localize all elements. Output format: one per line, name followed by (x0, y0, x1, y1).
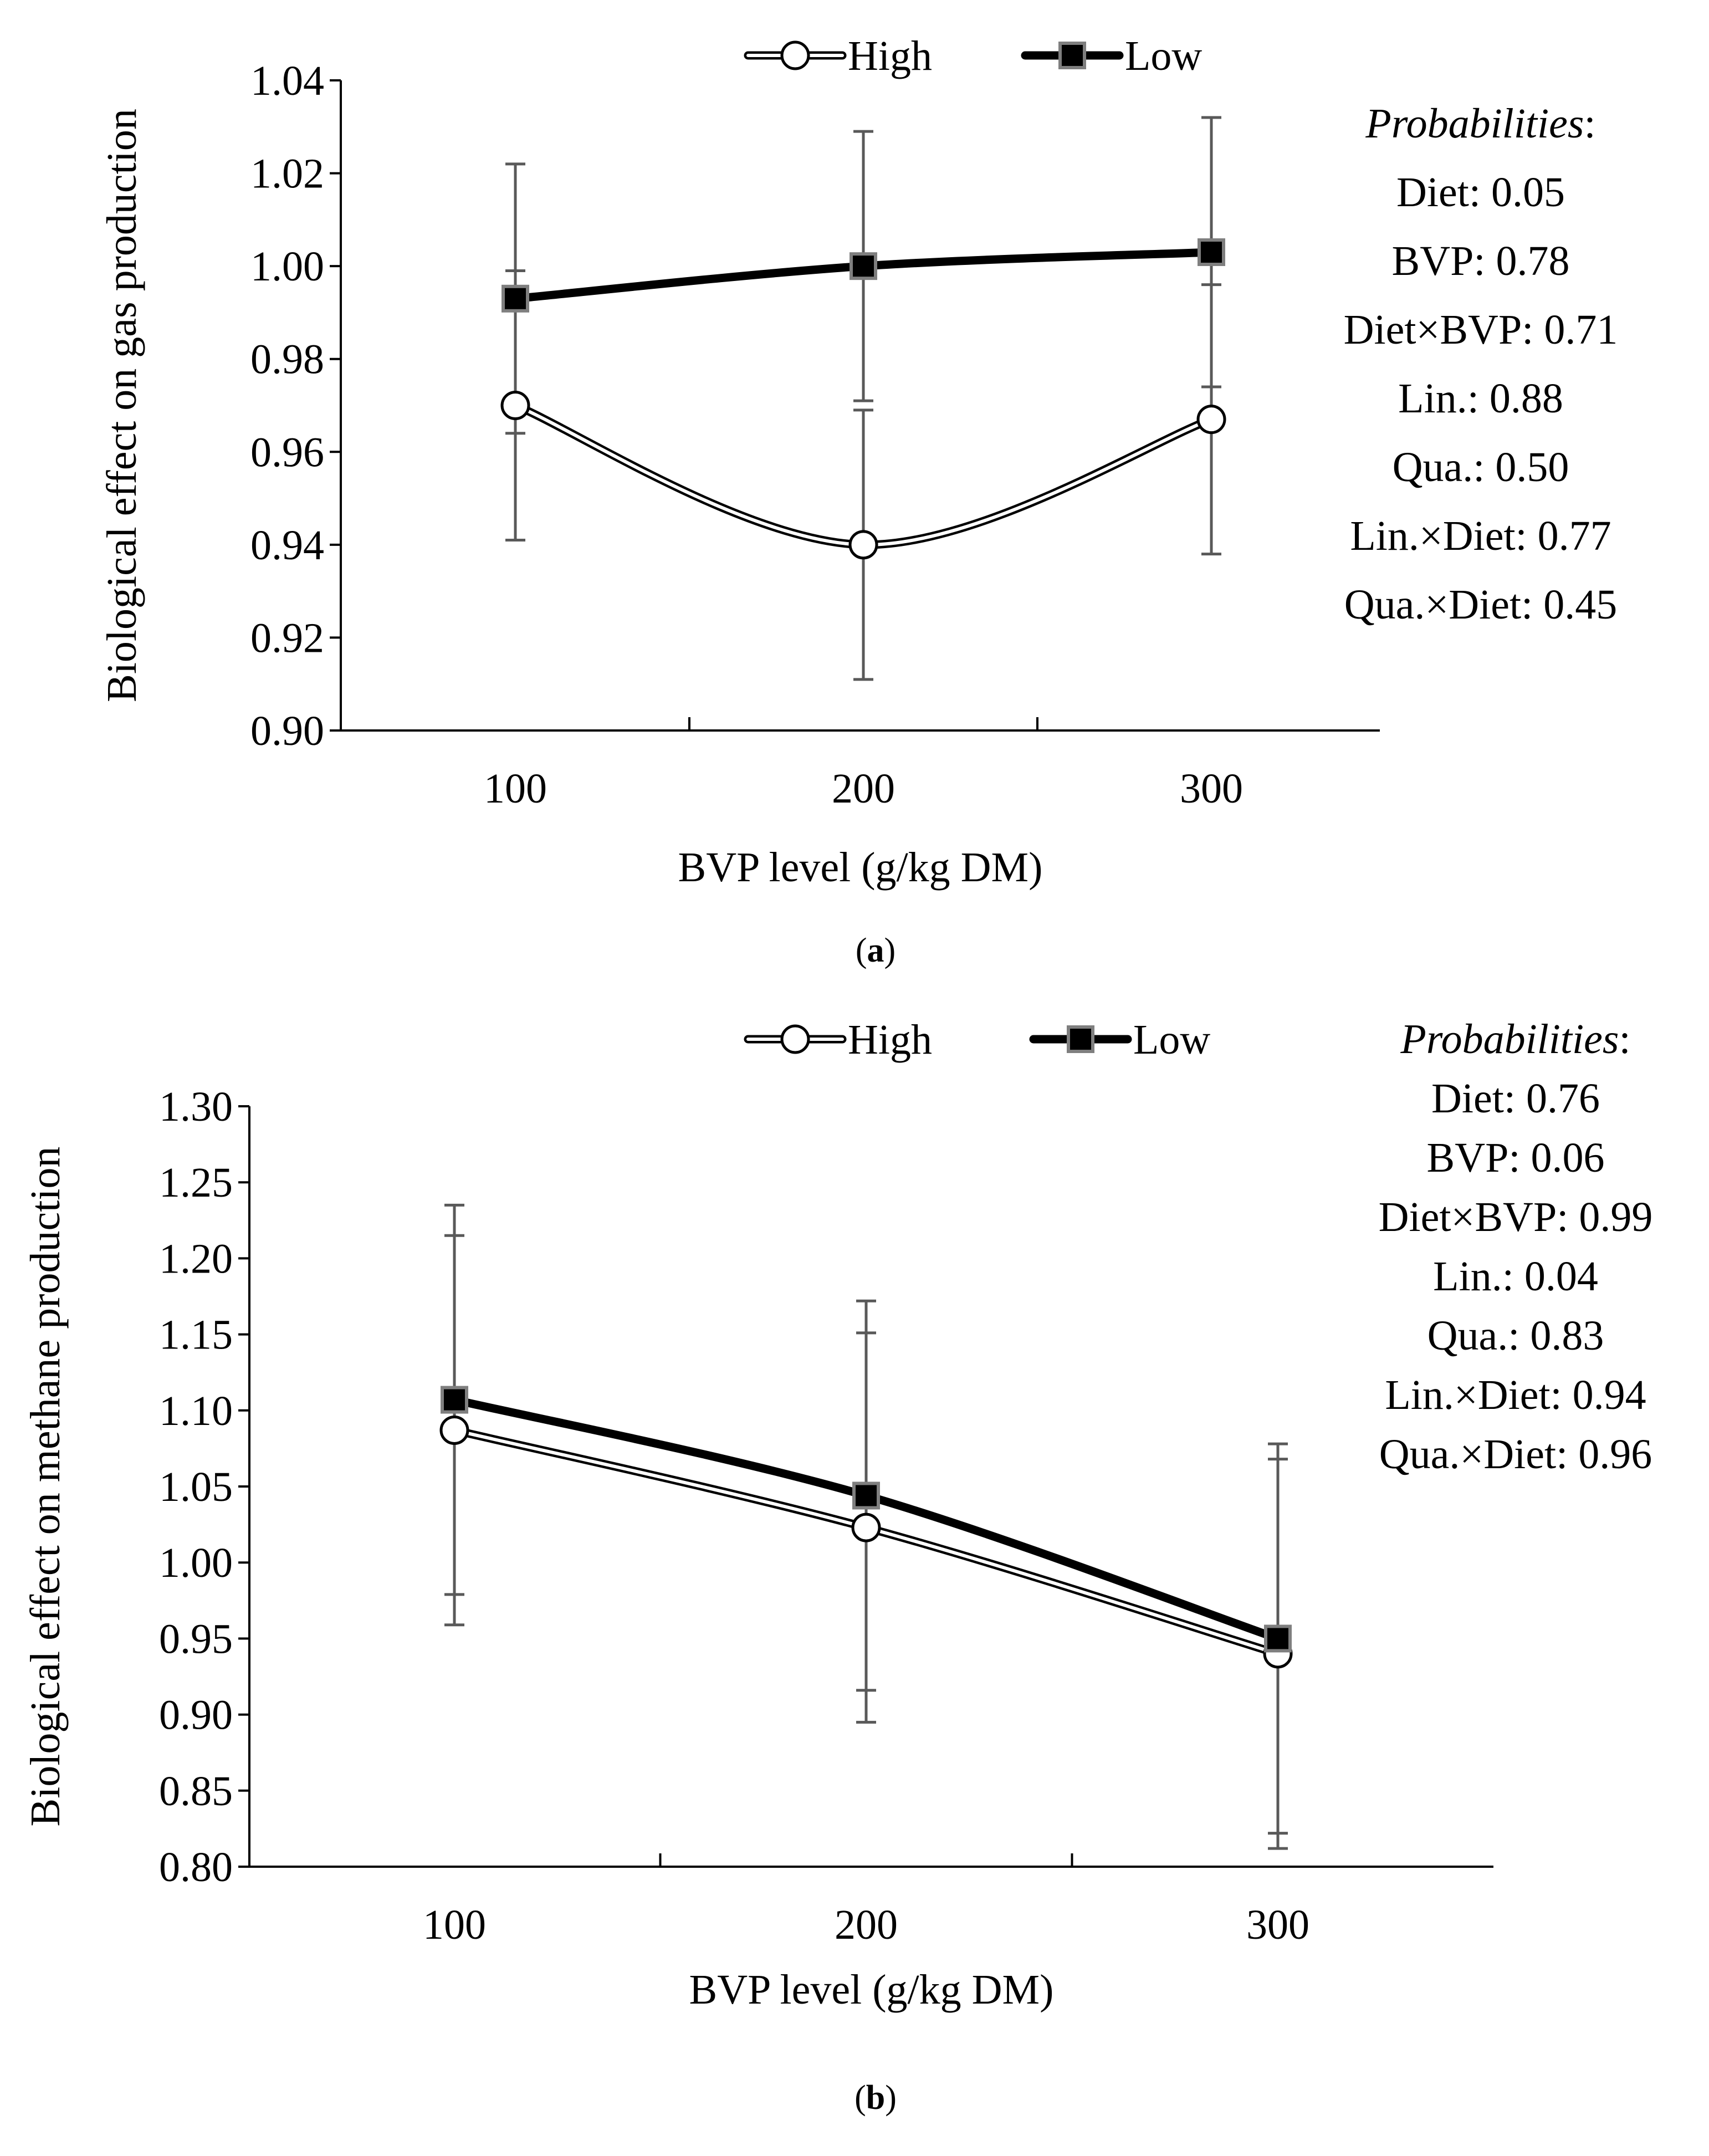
panel-b-caption-letter: b (866, 2079, 885, 2117)
panel-a-legend-marker-high (780, 40, 810, 70)
panel-b-point-low (441, 1386, 468, 1414)
panel-a: 100 200 300 0.90 0.92 0.94 0.96 0.98 1.00 1.02 1.… (99, 33, 1618, 969)
panel-b-probability-line: Qua.×Diet: 0.96 (1379, 1431, 1652, 1478)
panel-b-caption-label: (b) (854, 2079, 897, 2117)
panel-b-x-tick-label: 300 (1246, 1902, 1309, 1948)
panel-b-x-tick-label: 100 (423, 1902, 486, 1948)
panel-a-probabilities-title: Probabilities: (1365, 100, 1595, 147)
panel-a-legend: High Low (744, 33, 1202, 79)
panel-a-x-tick-label: 100 (484, 765, 547, 812)
panel-b-y-tick-label: 1.25 (159, 1159, 233, 1206)
panel-b-y-tick-label: 0.85 (159, 1768, 233, 1815)
panel-a-y-tick-label: 0.98 (250, 336, 324, 383)
panel-b-probability-line: Lin.: 0.04 (1433, 1253, 1598, 1300)
panel-a-y-tick-label: 0.90 (250, 708, 324, 754)
panel-a-probability-line: Qua.: 0.50 (1393, 444, 1569, 491)
panel-b-y-tick-label: 0.90 (159, 1692, 233, 1739)
panel-b-point-high (439, 1415, 469, 1445)
panel-a-caption-letter: a (867, 932, 884, 969)
panel-b-y-ticks: 0.80 0.85 0.90 0.95 1.00 1.05 1.10 1.15 1.20 1.25… (159, 1084, 249, 1891)
panel-a-x-axis-label: BVP level (g/kg DM) (678, 844, 1043, 891)
panel-b-point-low (1264, 1624, 1292, 1653)
panel-a-y-tick-label: 0.92 (250, 615, 324, 661)
panel-b-y-tick-label: 1.20 (159, 1235, 233, 1282)
panel-a-point-low (502, 284, 529, 313)
panel-b-y-tick-label: 0.80 (159, 1844, 233, 1891)
panel-b-y-tick-label: 1.10 (159, 1388, 233, 1434)
panel-b-probability-line: Diet×BVP: 0.99 (1379, 1194, 1653, 1240)
panel-b-y-tick-label: 1.15 (159, 1312, 233, 1358)
panel-a-x-tick-label: 200 (832, 765, 895, 812)
panel-a-probabilities: Probabilities: Diet: 0.05 BVP: 0.78 Diet×B… (1344, 100, 1618, 628)
panel-b-y-tick-label: 1.05 (159, 1464, 233, 1510)
panel-a-x-tick-label: 300 (1180, 765, 1243, 812)
panel-a-caption-label: (a) (856, 932, 896, 969)
panel-b-probability-line: Lin.×Diet: 0.94 (1385, 1372, 1646, 1418)
panel-b-probabilities: Probabilities: Diet: 0.76 BVP: 0.06 Diet×B… (1379, 1016, 1653, 1478)
panel-a-y-tick-label: 1.04 (250, 58, 324, 104)
panel-b-probabilities-title-text: Probabilities (1400, 1016, 1619, 1062)
panel-b-legend-marker-high (780, 1024, 810, 1054)
panel-b-markers (439, 1386, 1293, 1669)
panel-a-point-high (500, 391, 530, 420)
panel-a-markers (500, 238, 1226, 560)
panel-b-legend-label-low: Low (1133, 1016, 1210, 1063)
panel-b: 100 200 300 0.80 0.85 0.90 0.95 1.00 1.05 1.10 1.… (22, 1016, 1652, 2117)
panel-a-y-axis-label: Biological effect on gas production (99, 109, 145, 702)
panel-b-probability-line: BVP: 0.06 (1427, 1135, 1605, 1181)
panel-b-y-axis-label: Biological effect on methane production (22, 1147, 69, 1827)
panel-b-x-axis-label: BVP level (g/kg DM) (689, 1966, 1054, 2013)
panel-b-legend-marker-low (1067, 1025, 1094, 1053)
panel-a-probabilities-title-text: Probabilities (1365, 100, 1584, 147)
panel-a-y-tick-label: 0.94 (250, 522, 324, 569)
panel-b-probabilities-title: Probabilities: (1400, 1016, 1630, 1062)
panel-a-point-high (848, 530, 878, 560)
panel-a-probability-line: Diet×BVP: 0.71 (1344, 306, 1618, 353)
panel-b-probabilities-colon: : (1619, 1016, 1630, 1062)
panel-a-y-ticks: 0.90 0.92 0.94 0.96 0.98 1.00 1.02 1.04 (250, 58, 341, 754)
panel-b-y-tick-label: 0.95 (159, 1616, 233, 1662)
panel-a-probability-line: Qua.×Diet: 0.45 (1344, 581, 1617, 628)
panel-a-probability-line: BVP: 0.78 (1392, 238, 1570, 284)
panel-a-legend-marker-low (1058, 42, 1086, 69)
panel-a-point-low (1198, 238, 1225, 267)
panel-b-probability-line: Diet: 0.76 (1431, 1075, 1600, 1122)
panel-a-probabilities-colon: : (1584, 100, 1595, 147)
panel-b-x-tick-label: 200 (835, 1902, 898, 1948)
panel-b-y-tick-label: 1.00 (159, 1540, 233, 1586)
panel-b-legend-label-high: High (848, 1016, 932, 1063)
panel-a-axes: 100 200 300 (340, 80, 1380, 812)
panel-a-y-tick-label: 1.00 (250, 243, 324, 290)
panel-a-point-high (1196, 405, 1226, 435)
panel-a-probability-line: Diet: 0.05 (1396, 169, 1565, 216)
panel-b-probability-line: Qua.: 0.83 (1427, 1312, 1604, 1359)
panel-b-point-low (852, 1481, 880, 1510)
panel-b-y-tick-label: 1.30 (159, 1084, 233, 1130)
panel-b-point-high (851, 1513, 881, 1542)
panel-a-probability-line: Lin.×Diet: 0.77 (1350, 513, 1611, 559)
panel-b-legend: High Low (744, 1016, 1210, 1063)
panel-a-y-tick-label: 0.96 (250, 429, 324, 476)
panel-a-point-low (850, 252, 877, 280)
panel-b-axes: 100 200 300 (248, 1106, 1493, 1948)
panel-a-legend-label-high: High (848, 33, 932, 79)
panel-a-legend-label-low: Low (1125, 33, 1202, 79)
panel-a-probability-line: Lin.: 0.88 (1398, 375, 1563, 422)
panel-a-y-tick-label: 1.02 (250, 151, 324, 197)
